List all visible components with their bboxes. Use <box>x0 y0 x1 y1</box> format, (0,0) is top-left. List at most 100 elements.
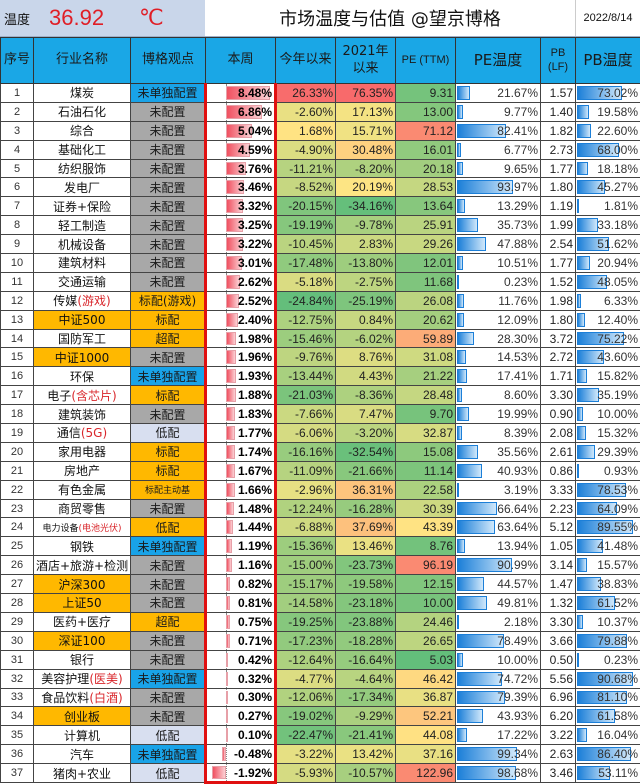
pb-lf: 5.12 <box>541 518 576 537</box>
industry-name: 房地产 <box>34 461 131 480</box>
industry-name: 银行 <box>34 650 131 669</box>
row-index: 37 <box>1 764 34 783</box>
industry-highlight: (含芯片) <box>71 389 116 403</box>
pb-temp-bar <box>577 388 599 402</box>
since2021-change: -13.80% <box>336 254 396 273</box>
row-index: 25 <box>1 537 34 556</box>
ytd-change: -13.44% <box>276 367 336 386</box>
pb-temperature: 29.39% <box>576 442 640 461</box>
ytd-change: -12.24% <box>276 499 336 518</box>
pb-temperature: 75.22% <box>576 329 640 348</box>
ytd-change: -6.88% <box>276 518 336 537</box>
week-change: 1.74% <box>206 442 276 461</box>
pb-lf: 3.30 <box>541 386 576 405</box>
since2021-change: -23.18% <box>336 594 396 613</box>
table-row: 27 沪深300 未配置 0.82% -15.17% -19.58% 12.15… <box>1 575 640 594</box>
view-tag: 标配主动基 <box>131 480 206 499</box>
pb-lf: 3.46 <box>541 764 576 783</box>
pe-temperature: 10.00% <box>456 650 541 669</box>
page-title: 市场温度与估值 @望京博格 <box>205 0 575 36</box>
ytd-change: -15.00% <box>276 556 336 575</box>
col-ytd: 今年以来 <box>276 38 336 84</box>
ytd-change: -6.06% <box>276 424 336 443</box>
row-index: 29 <box>1 612 34 631</box>
since2021-change: 37.69% <box>336 518 396 537</box>
view-tag: 低配 <box>131 518 206 537</box>
pb-temperature: 48.05% <box>576 272 640 291</box>
week-change: 3.32% <box>206 197 276 216</box>
ytd-change: -3.22% <box>276 745 336 764</box>
pe-ttm: 5.03 <box>396 650 456 669</box>
pe-temp-bar <box>457 143 461 157</box>
since2021-change: -23.73% <box>336 556 396 575</box>
pe-ttm: 37.16 <box>396 745 456 764</box>
pe-temperature: 8.60% <box>456 386 541 405</box>
week-bar <box>226 634 230 648</box>
ytd-change: -22.47% <box>276 726 336 745</box>
pb-temperature: 38.83% <box>576 575 640 594</box>
week-bar <box>226 350 236 364</box>
pb-temperature: 33.18% <box>576 216 640 235</box>
view-tag: 未配置 <box>131 235 206 254</box>
week-bar <box>226 615 230 629</box>
since2021-change: 76.35% <box>336 84 396 103</box>
pb-temp-bar <box>577 294 581 308</box>
since2021-change: 8.76% <box>336 348 396 367</box>
pb-temperature: 64.09% <box>576 499 640 518</box>
pe-temp-bar <box>457 350 466 364</box>
pb-temp-bar <box>577 162 588 176</box>
industry-name: 建筑材料 <box>34 254 131 273</box>
industry-name: 轻工制造 <box>34 216 131 235</box>
pe-temperature: 28.30% <box>456 329 541 348</box>
since2021-change: -17.34% <box>336 688 396 707</box>
pe-temp-bar <box>457 199 465 213</box>
pe-ttm: 29.26 <box>396 235 456 254</box>
ytd-change: -17.23% <box>276 631 336 650</box>
view-tag: 未配置 <box>131 631 206 650</box>
pe-ttm: 24.46 <box>396 612 456 631</box>
pe-temp-bar <box>457 369 467 383</box>
pb-lf: 2.23 <box>541 499 576 518</box>
valuation-table: 序号 行业名称 博格观点 本周 今年以来 2021年以来 PE (TTM) PE… <box>0 37 640 784</box>
pe-temperature: 13.94% <box>456 537 541 556</box>
pb-lf: 3.66 <box>541 631 576 650</box>
industry-name: 国防军工 <box>34 329 131 348</box>
pb-temperature: 43.60% <box>576 348 640 367</box>
pb-temperature: 15.57% <box>576 556 640 575</box>
pb-temperature: 18.18% <box>576 159 640 178</box>
table-row: 10 建筑材料 未配置 3.01% -17.48% -13.80% 12.01 … <box>1 254 640 273</box>
col-pb: PB (LF) <box>541 38 576 84</box>
week-change: 1.83% <box>206 405 276 424</box>
pe-temp-bar <box>457 86 470 100</box>
industry-name: 家用电器 <box>34 442 131 461</box>
row-index: 33 <box>1 688 34 707</box>
pb-lf: 6.96 <box>541 688 576 707</box>
pe-temp-bar <box>457 615 459 629</box>
col-name: 行业名称 <box>34 38 131 84</box>
ytd-change: -11.21% <box>276 159 336 178</box>
ytd-change: -19.19% <box>276 216 336 235</box>
pe-temp-bar <box>457 105 463 119</box>
ytd-change: -12.64% <box>276 650 336 669</box>
week-bar <box>226 313 238 327</box>
pe-ttm: 13.00 <box>396 102 456 121</box>
pb-temp-bar <box>577 105 589 119</box>
pb-lf: 1.52 <box>541 272 576 291</box>
pb-lf: 3.22 <box>541 726 576 745</box>
week-change: 8.48% <box>206 84 276 103</box>
pe-temperature: 66.64% <box>456 499 541 518</box>
row-index: 13 <box>1 310 34 329</box>
pe-ttm: 20.62 <box>396 310 456 329</box>
since2021-change: 7.47% <box>336 405 396 424</box>
since2021-change: 13.46% <box>336 537 396 556</box>
view-tag: 未配置 <box>131 688 206 707</box>
row-index: 20 <box>1 442 34 461</box>
pb-lf: 1.47 <box>541 575 576 594</box>
row-index: 6 <box>1 178 34 197</box>
since2021-change: 0.84% <box>336 310 396 329</box>
pb-lf: 0.86 <box>541 461 576 480</box>
week-bar <box>226 502 234 516</box>
pe-ttm: 15.08 <box>396 442 456 461</box>
pe-temperature: 40.93% <box>456 461 541 480</box>
table-row: 29 医药+医疗 超配 0.75% -19.25% -23.88% 24.46 … <box>1 612 640 631</box>
